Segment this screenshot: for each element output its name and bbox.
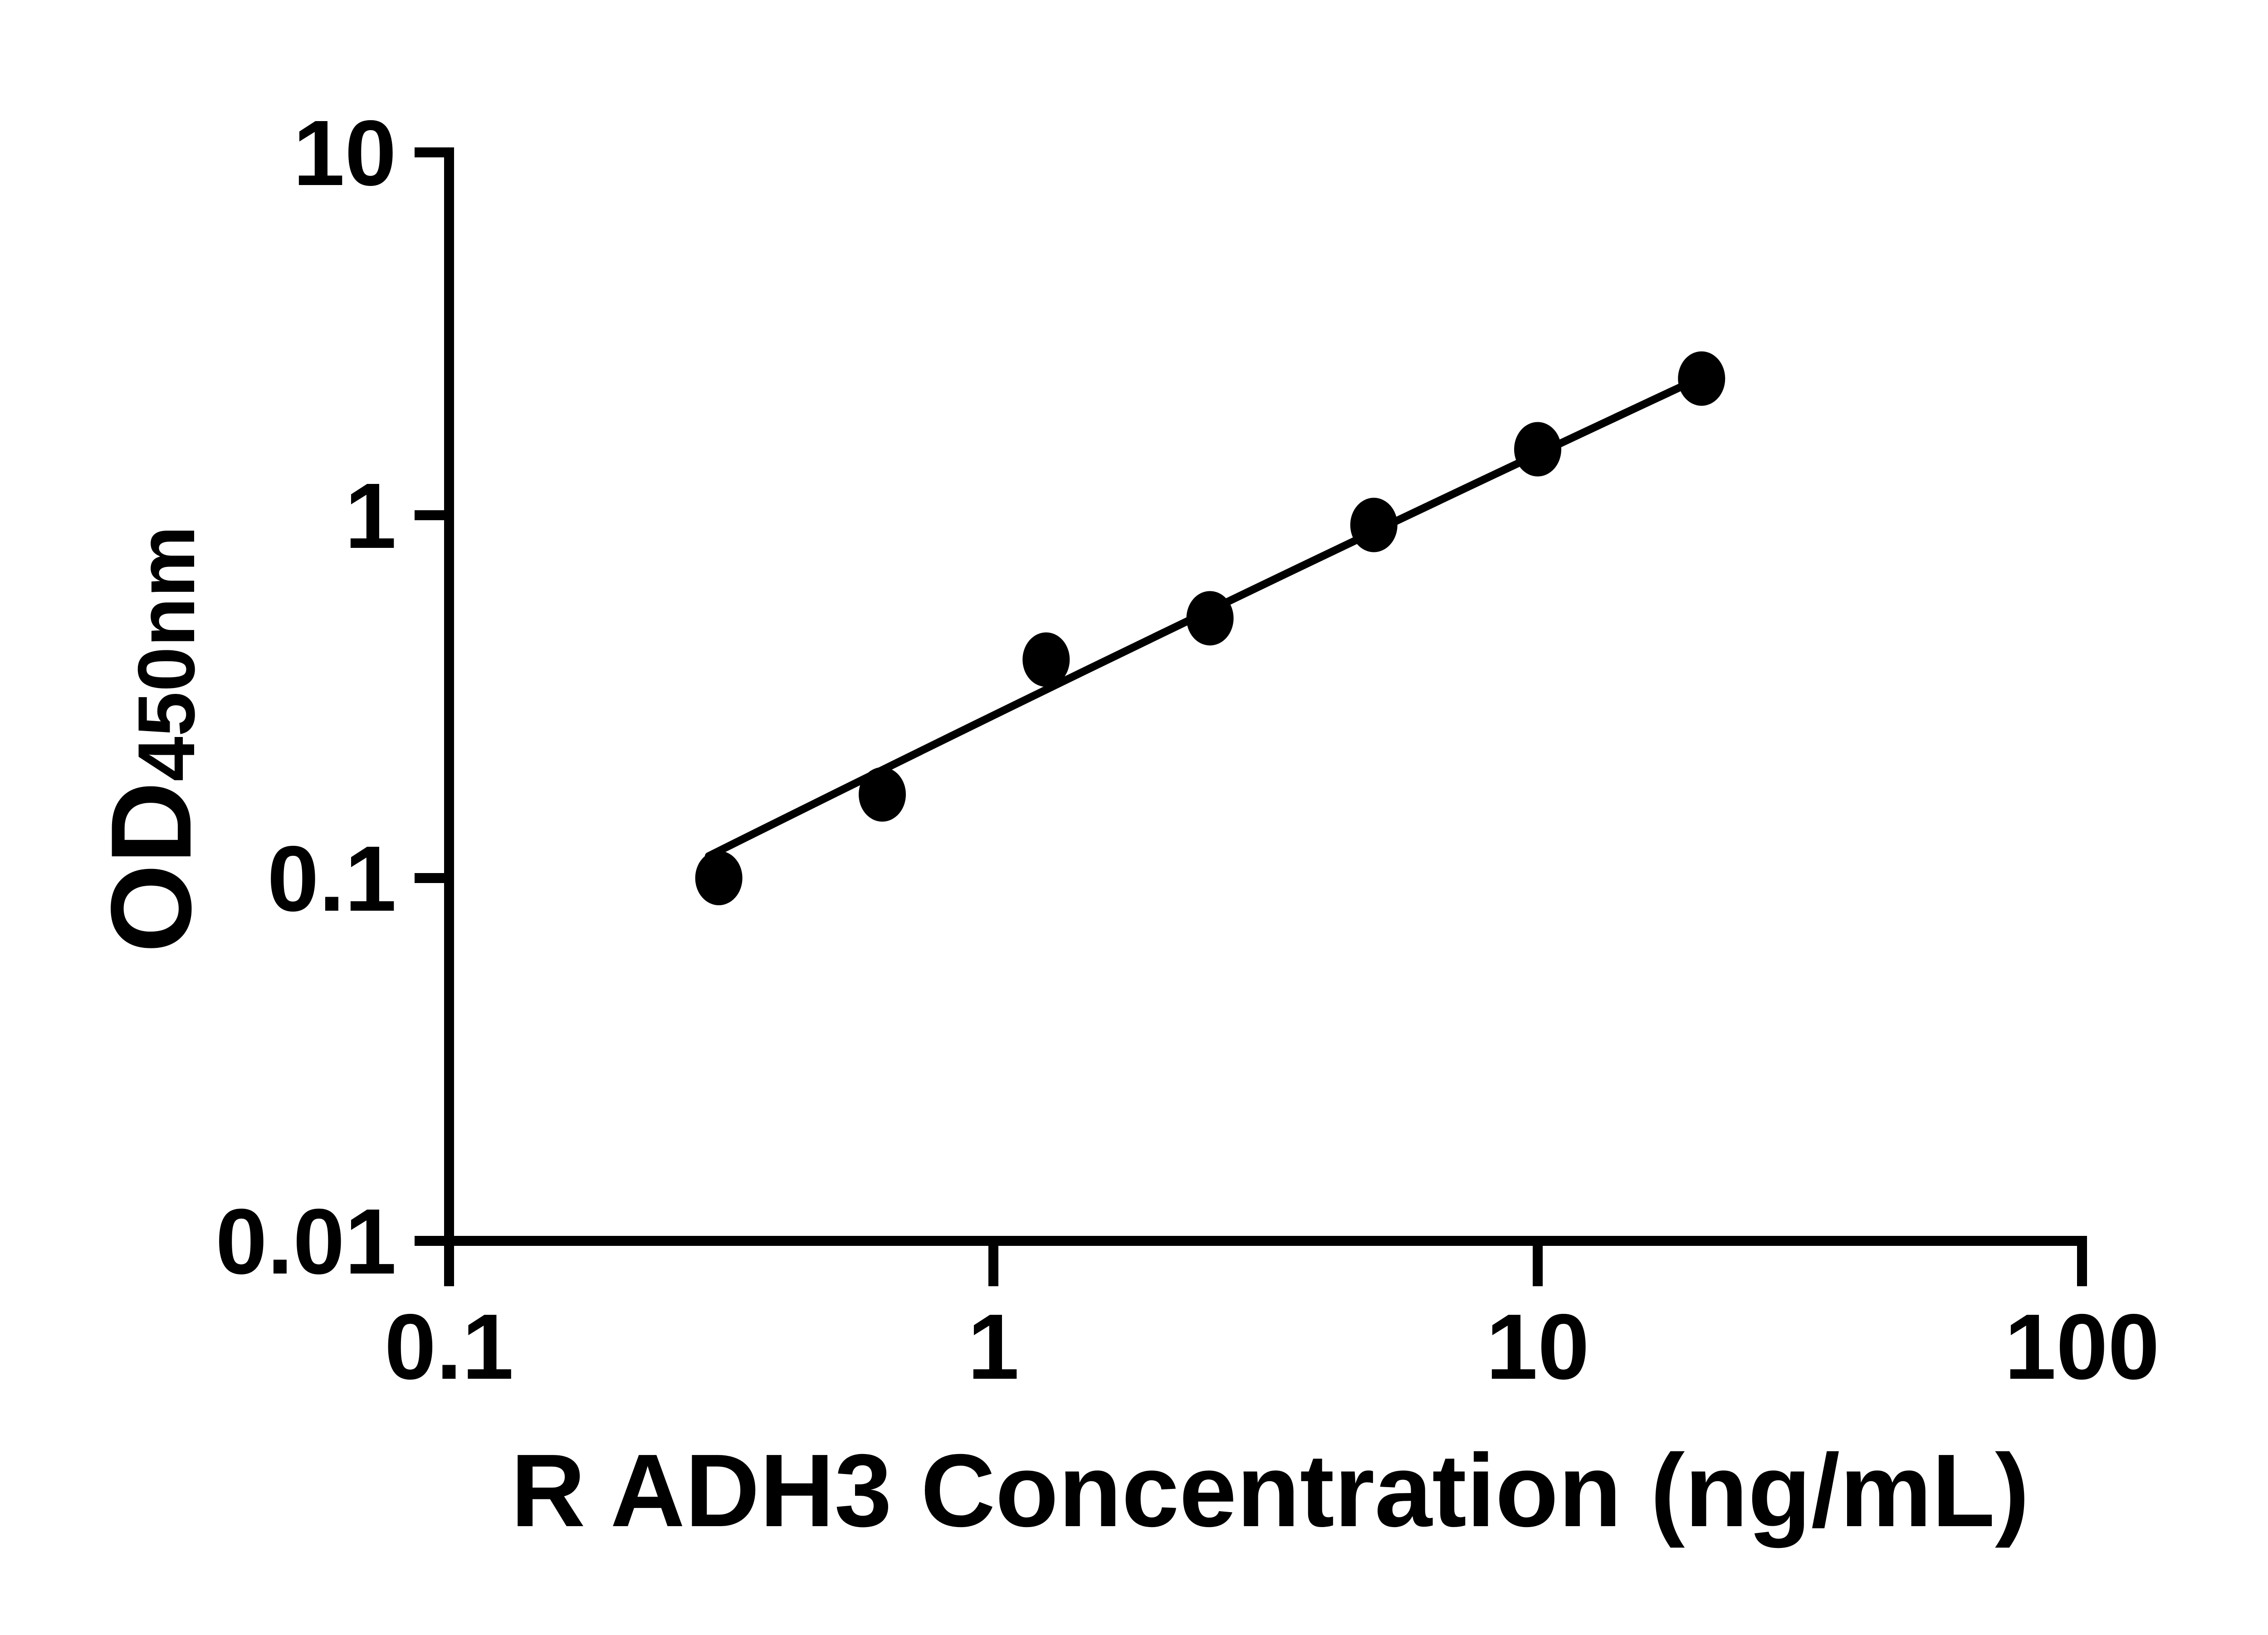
x-tick-label: 1 <box>968 1295 1019 1399</box>
data-series <box>695 351 1725 905</box>
y-axis-title: OD450nm <box>88 526 215 953</box>
x-tick-label: 0.1 <box>385 1295 514 1399</box>
y-axis-title-main: OD <box>88 781 215 953</box>
data-point <box>1350 498 1398 552</box>
data-point <box>1514 422 1561 477</box>
data-point <box>1186 591 1234 646</box>
y-axis-title-sub: 450nm <box>121 526 211 781</box>
x-axis-title: R ADH3 Concentration (ng/mL) <box>511 1433 2029 1548</box>
y-tick-label: 0.01 <box>215 1190 396 1293</box>
data-point <box>859 767 906 822</box>
x-tick-label: 100 <box>2004 1295 2160 1399</box>
y-tick-label: 10 <box>293 101 396 205</box>
y-tick-label: 1 <box>345 464 396 568</box>
data-point <box>1022 632 1070 687</box>
axis-ticks <box>415 147 2087 1286</box>
y-tick-label: 0.1 <box>267 827 396 931</box>
data-point <box>1678 351 1725 406</box>
axes <box>444 147 2087 1246</box>
x-tick-label: 10 <box>1486 1295 1589 1399</box>
data-point <box>695 851 743 905</box>
